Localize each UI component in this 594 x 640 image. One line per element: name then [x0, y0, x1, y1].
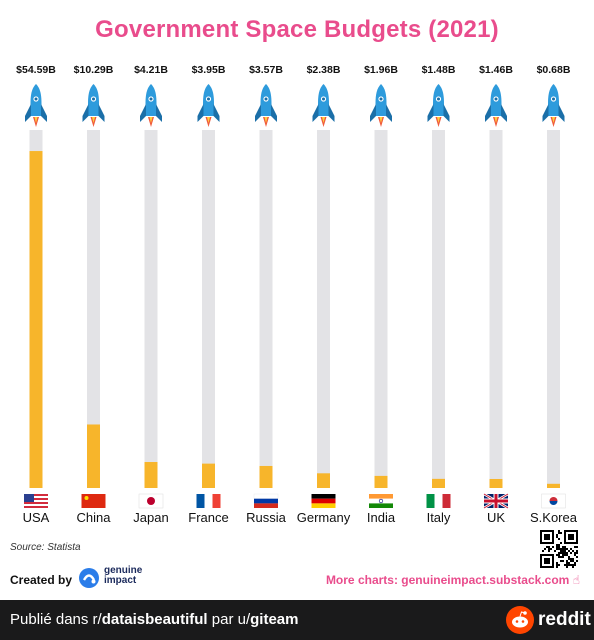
- genuine-impact-logo: [79, 568, 99, 588]
- value-label: $0.68B: [537, 64, 571, 76]
- flag-icon: [138, 493, 164, 509]
- rocket-icon: [25, 84, 47, 127]
- category-label: India: [367, 510, 396, 525]
- bar: [144, 462, 158, 488]
- rocket-icon: [255, 84, 277, 127]
- flag-icon: [426, 494, 451, 508]
- value-label: $1.48B: [422, 64, 456, 76]
- rocket-icon: [197, 84, 220, 127]
- footer-prefix: Publié dans r/: [10, 611, 102, 628]
- flag-icon: [81, 494, 106, 508]
- rocket-icon: [140, 84, 162, 127]
- category-label: China: [77, 510, 112, 525]
- bar: [202, 463, 215, 488]
- bar-track: [202, 130, 215, 488]
- bar: [29, 151, 43, 489]
- bar-chart: $54.59B USA $10.29B China $4.21B Japan $3.95B F…: [16, 64, 578, 525]
- flag-icon: [311, 494, 336, 508]
- bar: [374, 475, 388, 488]
- subreddit-link[interactable]: dataisbeautiful: [101, 611, 208, 628]
- rocket-icon: [312, 84, 335, 127]
- reddit-snoo-icon: [506, 606, 534, 634]
- flag-icon: [24, 494, 48, 508]
- bar-track: [432, 130, 445, 488]
- bar: [317, 473, 330, 488]
- chart-title: Government Space Budgets (2021): [95, 16, 499, 43]
- flag-icon: [253, 493, 279, 508]
- value-label: $1.46B: [479, 64, 513, 76]
- chart-card: Government Space Budgets (2021) $54.59B U…: [10, 16, 580, 588]
- rocket-icon: [427, 84, 450, 127]
- category-label: Italy: [427, 510, 451, 525]
- more-charts-text: More charts: genuineimpact.substack.com: [325, 573, 570, 587]
- bar-track: [259, 130, 273, 488]
- bar: [259, 465, 273, 488]
- bar: [87, 424, 100, 488]
- pointing-hand-icon: ☝: [572, 573, 580, 587]
- value-label: $10.29B: [74, 64, 114, 76]
- flag-icon: [196, 494, 221, 508]
- reddit-footer: Publié dans r/dataisbeautiful par u/gite…: [0, 600, 594, 640]
- rocket-icon: [370, 84, 392, 127]
- category-label: S.Korea: [530, 510, 578, 525]
- flag-icon: [369, 494, 393, 508]
- value-label: $2.38B: [307, 64, 341, 76]
- bar: [489, 478, 503, 488]
- bar-track: [87, 130, 100, 488]
- footer-caption: Publié dans r/dataisbeautiful par u/gite…: [10, 611, 298, 628]
- category-label: France: [188, 510, 228, 525]
- qr-code: [540, 530, 578, 568]
- value-label: $3.57B: [249, 64, 283, 76]
- flag-icon: [541, 493, 566, 509]
- bar-track: [374, 130, 388, 488]
- bar-track: [489, 130, 503, 488]
- category-label: Germany: [297, 510, 351, 525]
- value-label: $4.21B: [134, 64, 168, 76]
- rocket-icon: [82, 84, 105, 127]
- category-label: USA: [23, 510, 50, 525]
- created-by-label: Created by: [10, 573, 73, 587]
- value-label: $1.96B: [364, 64, 398, 76]
- bar-track: [547, 130, 560, 488]
- bar-track: [317, 130, 330, 488]
- user-link[interactable]: giteam: [250, 611, 299, 628]
- value-label: $3.95B: [192, 64, 226, 76]
- more-charts-link[interactable]: More charts: genuineimpact.substack.com …: [326, 573, 580, 587]
- source-note: Source: Statista: [10, 542, 81, 553]
- brand-line-1: genuine: [104, 565, 143, 576]
- brand-line-2: impact: [104, 575, 137, 586]
- rocket-icon: [485, 84, 507, 127]
- category-label: UK: [487, 510, 505, 525]
- value-label: $54.59B: [16, 64, 56, 76]
- rocket-icon: [542, 84, 565, 127]
- flag-icon: [483, 492, 509, 510]
- footer-middle: par u/: [207, 611, 251, 628]
- bar-track: [144, 130, 158, 488]
- category-label: Japan: [133, 510, 168, 525]
- brand-name: genuine impact: [104, 566, 142, 586]
- reddit-wordmark: reddit: [538, 609, 591, 630]
- bar: [432, 478, 445, 488]
- bar: [547, 483, 560, 488]
- category-label: Russia: [246, 510, 287, 525]
